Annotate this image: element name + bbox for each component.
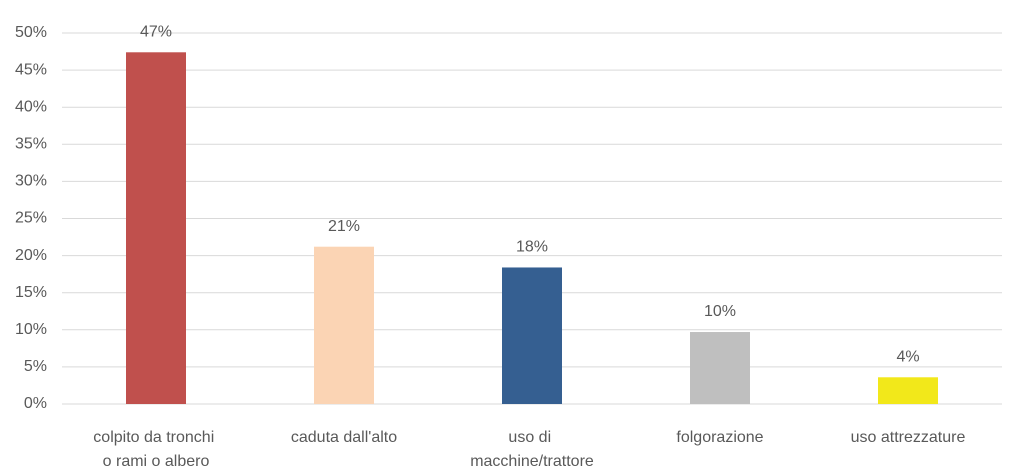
y-tick-label: 15%	[15, 284, 47, 301]
y-tick-label: 25%	[15, 210, 47, 227]
data-label: 21%	[328, 218, 360, 235]
y-tick-label: 50%	[15, 24, 47, 41]
data-label: 10%	[704, 303, 736, 320]
data-label: 18%	[516, 239, 548, 256]
x-tick-label: uso di macchine/trattore	[470, 429, 594, 470]
bar	[126, 52, 186, 405]
bar	[314, 246, 374, 404]
y-tick-label: 35%	[15, 136, 47, 153]
data-label: 4%	[896, 349, 919, 366]
y-tick-label: 5%	[24, 358, 47, 375]
y-tick-label: 0%	[24, 395, 47, 412]
y-tick-label: 30%	[15, 173, 47, 190]
x-tick-label: colpito da tronchi o rami o albero	[93, 429, 218, 470]
data-label: 47%	[140, 24, 172, 41]
bar	[690, 332, 750, 404]
y-tick-label: 10%	[15, 321, 47, 338]
y-tick-label: 40%	[15, 98, 47, 115]
y-tick-label: 45%	[15, 61, 47, 78]
x-tick-label: caduta dall'alto	[291, 429, 397, 446]
bar	[502, 267, 562, 404]
x-tick-label: uso attrezzature	[851, 429, 966, 446]
bar	[878, 377, 938, 404]
x-tick-label: folgorazione	[676, 429, 763, 446]
y-tick-label: 20%	[15, 247, 47, 264]
